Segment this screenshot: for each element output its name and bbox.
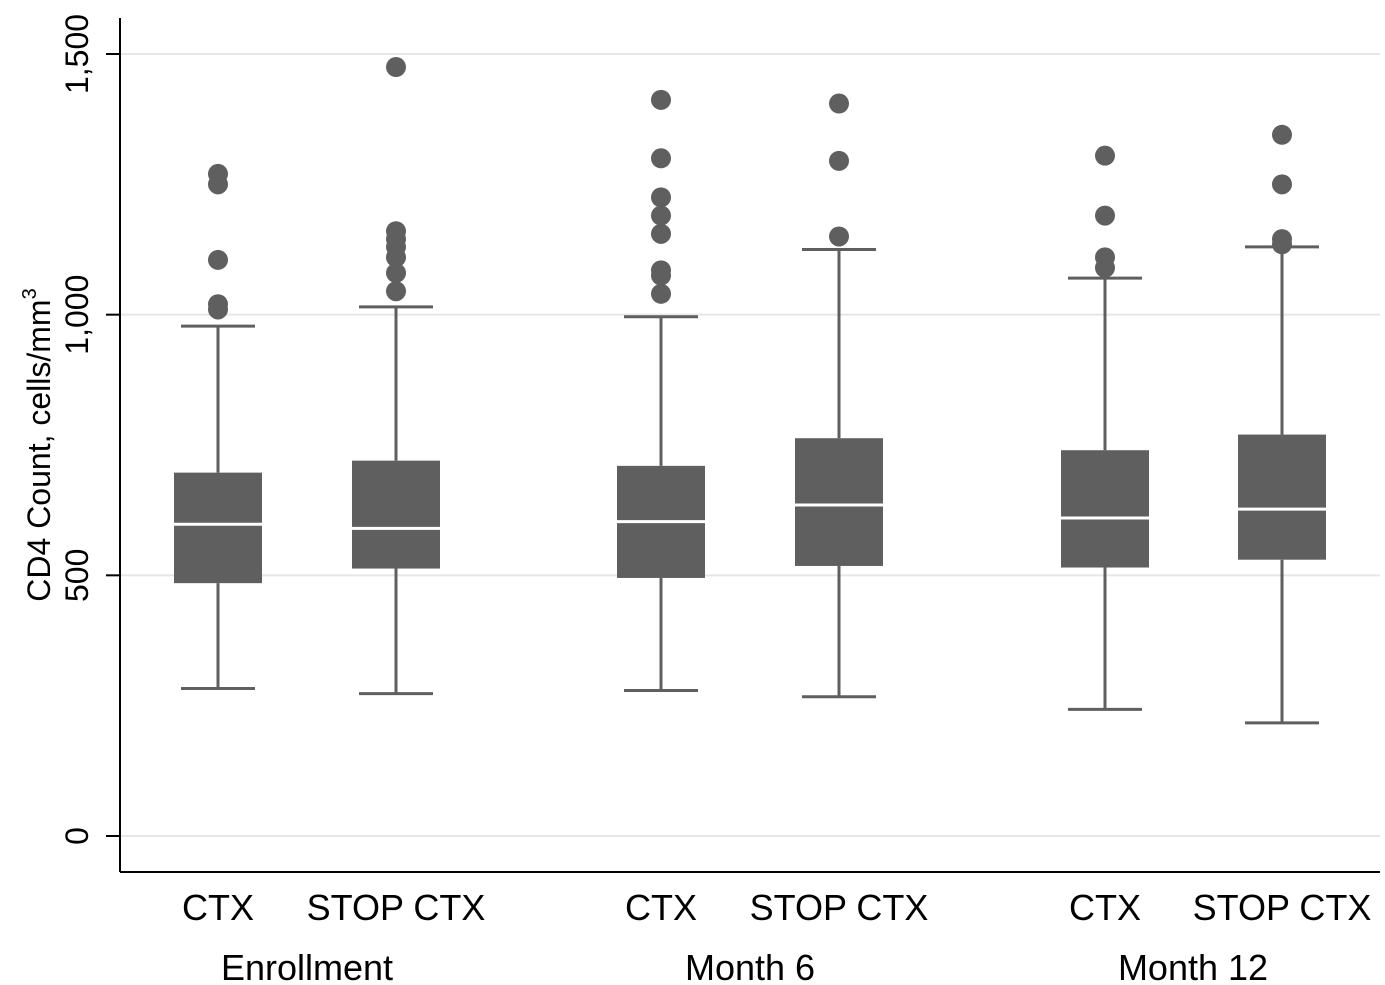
- category-label: STOP CTX: [307, 887, 486, 928]
- outlier-point: [386, 57, 406, 78]
- category-label: STOP CTX: [750, 887, 929, 928]
- category-label: CTX: [625, 887, 697, 928]
- y-tick-label: 1,000: [59, 275, 95, 355]
- y-tick-label: 1,500: [59, 14, 95, 94]
- gridlines: [120, 53, 1380, 837]
- outlier-point: [1272, 229, 1292, 250]
- labels: 0 500 1,000 1,500 CTX STOP CTX Enrollment CTX ST…: [59, 14, 1371, 985]
- outlier-point: [1272, 174, 1292, 195]
- outlier-point: [386, 221, 406, 242]
- outlier-point: [829, 226, 849, 247]
- y-tick-label: 0: [59, 827, 95, 845]
- outlier-point: [651, 89, 671, 110]
- outlier-point: [829, 93, 849, 114]
- outlier-point: [651, 260, 671, 281]
- category-label: CTX: [1069, 887, 1141, 928]
- boxes: [174, 57, 1326, 725]
- outlier-point: [386, 281, 406, 302]
- group-label: Enrollment: [221, 947, 393, 985]
- outlier-point: [1095, 145, 1115, 166]
- outlier-point: [1095, 247, 1115, 268]
- outlier-point: [386, 262, 406, 283]
- outlier-point: [1272, 124, 1292, 145]
- outlier-point: [651, 223, 671, 244]
- outlier-point: [651, 148, 671, 169]
- category-label: CTX: [182, 887, 254, 928]
- outlier-point: [208, 163, 228, 184]
- group-label: Month 12: [1118, 947, 1268, 985]
- outlier-point: [208, 249, 228, 270]
- y-axis-title: CD4 Count, cells/mm3: [19, 288, 57, 601]
- box-iqr: [1238, 434, 1326, 560]
- outlier-point: [651, 283, 671, 304]
- outlier-point: [208, 294, 228, 315]
- group-label: Month 6: [685, 947, 815, 985]
- outlier-point: [1095, 205, 1115, 226]
- outlier-point: [651, 187, 671, 208]
- axes: [106, 18, 1380, 873]
- box-iqr: [174, 472, 262, 584]
- box-iqr: [795, 438, 883, 566]
- category-label: STOP CTX: [1193, 887, 1372, 928]
- box-iqr: [352, 460, 440, 569]
- outlier-point: [829, 150, 849, 171]
- y-tick-label: 500: [59, 549, 95, 602]
- outlier-point: [651, 205, 671, 226]
- box-iqr: [1061, 450, 1149, 568]
- y-axis-title-superscript: 3: [19, 288, 41, 299]
